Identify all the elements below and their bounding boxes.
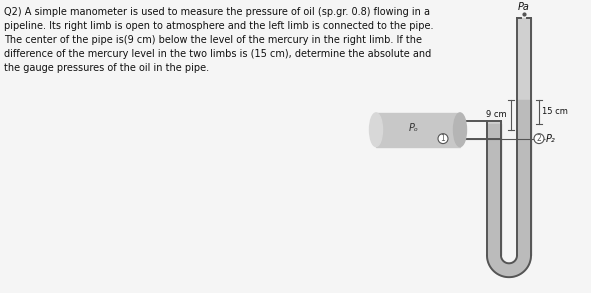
Text: P₂: P₂: [546, 134, 556, 144]
Text: P₁: P₁: [426, 134, 436, 144]
Bar: [376, 113, 460, 146]
Ellipse shape: [369, 113, 382, 146]
Text: Pₒ: Pₒ: [409, 123, 419, 133]
Polygon shape: [487, 255, 531, 277]
Text: Pa: Pa: [518, 2, 530, 12]
Text: Q2) A simple manometer is used to measure the pressure of oil (sp.gr. 0.8) flowi: Q2) A simple manometer is used to measur…: [4, 7, 434, 73]
Text: 15 cm: 15 cm: [542, 108, 568, 116]
Text: 2: 2: [537, 134, 541, 143]
Ellipse shape: [453, 113, 466, 146]
Circle shape: [438, 134, 448, 144]
Text: 1: 1: [441, 134, 446, 143]
Circle shape: [534, 134, 544, 144]
Text: 9 cm: 9 cm: [486, 110, 507, 119]
